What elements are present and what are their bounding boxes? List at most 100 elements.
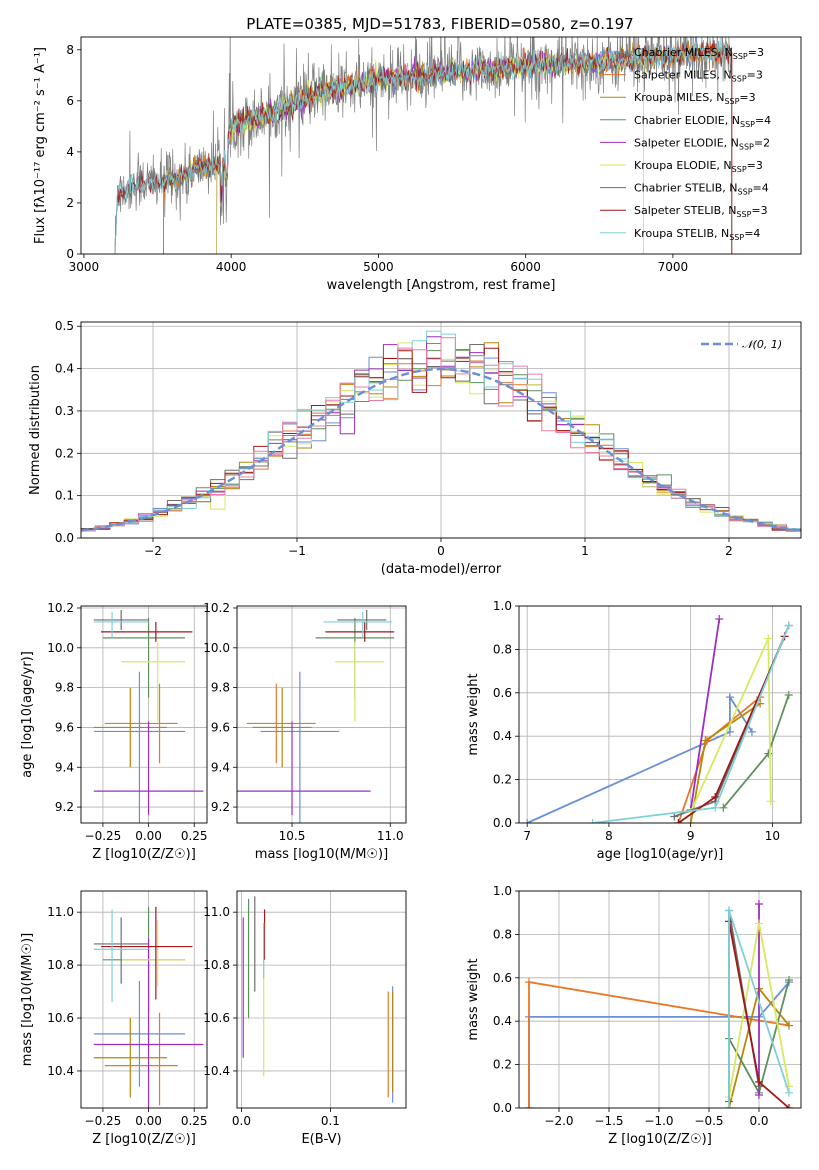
y-tick-label: 0.2 — [493, 1058, 512, 1072]
x-tick-label: 7 — [523, 829, 531, 843]
legend-entry: Kroupa ELODIE, NSSP=3 — [634, 159, 763, 174]
x-tick-label: 0 — [437, 544, 445, 558]
axes-frame — [236, 605, 407, 824]
axes-frame — [80, 36, 802, 255]
y-tick-label: 0.6 — [493, 686, 512, 700]
legend-entry: Kroupa MILES, NSSP=3 — [634, 91, 756, 106]
population-marker — [686, 819, 695, 823]
x-axis-label: Z [log10(Z/Z☉)] — [608, 1132, 712, 1147]
y-tick-label: 0 — [66, 247, 74, 261]
x-tick-label: −1.0 — [644, 1114, 673, 1128]
population-marker — [785, 1088, 793, 1097]
panel-residual_histograms: −2 −1 0 1 2 0.0 0.1 0.2 0.3 0.4 0.5 (data-model)/er… — [28, 319, 802, 577]
x-tick-label: 3000 — [69, 260, 100, 274]
legend-entry: 𝒩(0, 1) — [742, 338, 782, 351]
x-tick-label: 10 — [765, 829, 780, 843]
y-axis-label: age [log10(age/yr)] — [20, 651, 35, 778]
axes-frame — [518, 605, 802, 824]
y-tick-label: 0.8 — [493, 927, 512, 941]
population-marker — [525, 978, 533, 987]
y-tick-label: 10.0 — [47, 641, 74, 655]
population-line — [722, 694, 790, 809]
legend-entry: Salpeter MILES, NSSP=3 — [634, 69, 763, 84]
y-tick-label: 0.4 — [493, 729, 512, 743]
panel-Z_vs_mass_weight: −2.0 −1.5 −1.0 −0.5 0.0 0.0 0.2 0.4 0.6 0.8 1.0 Z [… — [466, 884, 802, 1147]
x-tick-label: 10.5 — [279, 829, 306, 843]
y-tick-label: 0.2 — [55, 446, 74, 460]
x-axis-label: Z [log10(Z/Z☉)] — [92, 847, 196, 862]
legend-entry: Chabrier ELODIE, NSSP=4 — [634, 114, 771, 129]
normal-curve — [81, 367, 801, 532]
legend: Chabrier MILES, NSSP=3 Salpeter MILES, NS… — [600, 46, 771, 242]
panels: 3000 4000 5000 6000 7000 0 2 4 6 8 wavelength [Ang… — [20, 36, 802, 1147]
y-tick-label: 10.8 — [203, 958, 230, 972]
population-marker — [725, 693, 734, 702]
population-marker — [784, 690, 793, 699]
y-axis-label: mass weight — [466, 958, 481, 1040]
y-tick-label: 9.4 — [211, 760, 230, 774]
x-tick-label: 2 — [725, 544, 733, 558]
legend-entry: Kroupa STELIB, NSSP=4 — [634, 227, 760, 242]
population-marker — [725, 906, 733, 915]
x-tick-label: 7000 — [658, 260, 689, 274]
y-tick-label: 0.2 — [493, 773, 512, 787]
y-tick-label: 10.2 — [203, 601, 230, 615]
x-tick-label: 4000 — [216, 260, 247, 274]
population-marker — [725, 1104, 733, 1108]
population-marker — [523, 819, 532, 823]
population-marker — [766, 797, 775, 806]
population-line — [689, 618, 721, 811]
population-marker — [719, 803, 728, 812]
x-tick-label: 9 — [687, 829, 695, 843]
x-tick-label: −2.0 — [544, 1114, 573, 1128]
population-marker — [711, 792, 720, 801]
population-marker — [755, 1077, 763, 1086]
panel-spectrum: 3000 4000 5000 6000 7000 0 2 4 6 8 wavelength [Ang… — [33, 36, 802, 293]
panel-EBV_vs_mass: 0.0 0.1 10.4 10.6 10.8 11.0 E(B-V) — [203, 890, 407, 1147]
population-marker — [525, 1104, 533, 1108]
y-tick-label: 1.0 — [493, 884, 512, 898]
x-tick-label: 6000 — [510, 260, 541, 274]
y-tick-label: 0.0 — [493, 816, 512, 830]
y-tick-label: 8 — [66, 43, 74, 57]
plot-area — [93, 609, 204, 823]
y-tick-label: 10.0 — [203, 641, 230, 655]
population-marker — [764, 634, 773, 643]
population-marker — [764, 749, 773, 758]
y-tick-label: 0.1 — [55, 489, 74, 503]
y-tick-label: 10.6 — [203, 1011, 230, 1025]
y-tick-label: 1.0 — [493, 599, 512, 613]
population-marker — [747, 727, 756, 736]
y-tick-label: 0.8 — [493, 642, 512, 656]
x-tick-label: −1.5 — [594, 1114, 623, 1128]
y-tick-label: 9.8 — [211, 681, 230, 695]
plot-area — [242, 896, 394, 1103]
y-tick-label: 0.5 — [55, 319, 74, 333]
legend-entry: Chabrier MILES, NSSP=3 — [634, 46, 764, 61]
population-marker — [674, 819, 683, 823]
x-tick-label: 0.1 — [321, 1114, 340, 1128]
figure-title: PLATE=0385, MJD=51783, FIBERID=0580, z=0… — [246, 15, 633, 33]
axes-frame — [80, 890, 208, 1109]
x-tick-label: 0.0 — [749, 1114, 768, 1128]
y-axis-label: mass [log10(M/M☉)] — [20, 933, 35, 1066]
x-tick-label: 0.00 — [135, 1114, 162, 1128]
y-tick-label: 11.0 — [47, 905, 74, 919]
y-tick-label: 0.4 — [55, 362, 74, 376]
population-marker — [755, 1090, 763, 1099]
population-marker — [701, 736, 710, 745]
y-tick-label: 10.4 — [203, 1064, 230, 1078]
population-marker — [755, 900, 763, 909]
y-tick-label: 9.2 — [55, 800, 74, 814]
population-marker — [715, 615, 724, 624]
x-axis-label: mass [log10(M/M☉)] — [255, 847, 388, 862]
axes-frame — [236, 890, 407, 1109]
y-tick-label: 10.6 — [47, 1011, 74, 1025]
x-tick-label: −0.25 — [85, 1114, 122, 1128]
x-axis-label: wavelength [Angstrom, rest frame] — [327, 278, 556, 293]
legend-entry: Chabrier STELIB, NSSP=4 — [634, 182, 769, 197]
y-axis-label: mass weight — [466, 673, 481, 755]
y-tick-label: 0.3 — [55, 404, 74, 418]
x-tick-label: −0.5 — [694, 1114, 723, 1128]
